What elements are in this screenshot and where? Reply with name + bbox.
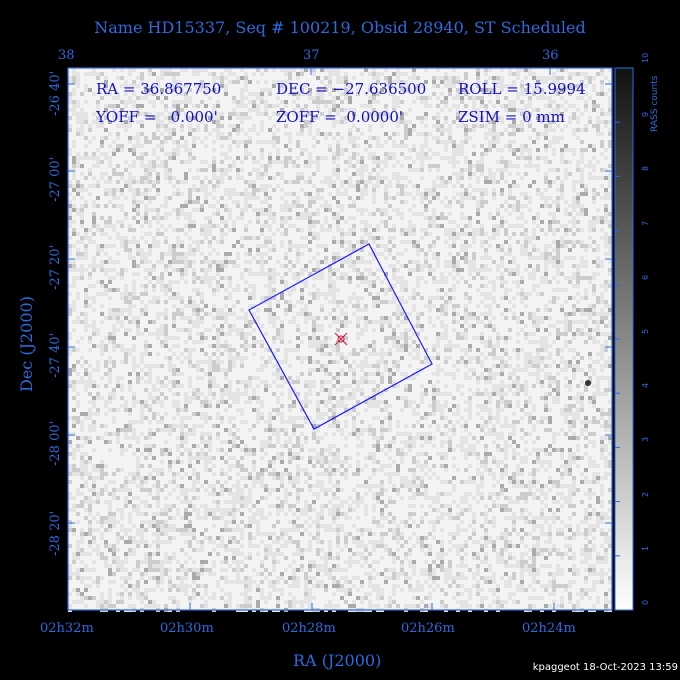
info-ra: RA = 36.867750	[96, 80, 222, 98]
info-roll: ROLL = 15.9994	[458, 80, 586, 98]
dec-tick-5: -28 00'	[48, 420, 63, 466]
ra-tick-1: 02h32m	[40, 621, 94, 636]
dec-tick-6: -28 20'	[48, 510, 63, 556]
colorbar-tick-9: 9	[641, 112, 650, 118]
ra-tick-3: 02h28m	[282, 621, 336, 636]
chart-title: Name HD15337, Seq # 100219, Obsid 28940,…	[94, 18, 586, 37]
info-zoff: ZOFF = 0.0000'	[276, 108, 404, 126]
colorbar-ticks	[615, 67, 620, 611]
x-axis-label: RA (J2000)	[293, 651, 382, 670]
colorbar-tick-2: 2	[641, 491, 650, 497]
colorbar-tick-1: 1	[641, 545, 650, 551]
info-yoff: YOFF = 0.000'	[96, 108, 218, 126]
colorbar-tick-3: 3	[641, 437, 650, 443]
colorbar-tick-10: 10	[641, 52, 650, 63]
ra-tick-5: 02h24m	[522, 621, 576, 636]
colorbar-tick-0: 0	[641, 599, 650, 605]
colorbar-tick-4: 4	[641, 383, 650, 389]
top-tick-38: 38	[58, 48, 75, 63]
colorbar-label: RASS counts	[650, 75, 660, 132]
top-tick-36: 36	[542, 48, 559, 63]
info-dec: DEC = −27.636500	[276, 80, 427, 98]
dec-tick-4: -27 40'	[48, 332, 63, 378]
target-marker	[334, 332, 348, 346]
top-tick-37: 37	[303, 48, 320, 63]
info-zsim: ZSIM = 0 mm	[458, 108, 565, 126]
ra-tick-4: 02h26m	[401, 621, 455, 636]
y-axis-label: Dec (J2000)	[17, 296, 36, 392]
axis-ticks	[67, 68, 612, 610]
dec-tick-1: -26 40'	[48, 70, 63, 116]
colorbar-tick-7: 7	[641, 220, 650, 226]
dec-tick-2: -27 00'	[48, 156, 63, 202]
fov-box	[248, 243, 433, 430]
footer-stamp: kpaggeot 18-Oct-2023 13:59	[532, 662, 678, 673]
ra-tick-2: 02h30m	[160, 621, 214, 636]
colorbar-tick-8: 8	[641, 166, 650, 172]
plot-frame	[67, 67, 613, 611]
rass-noise-image	[68, 68, 612, 612]
colorbar-tick-6: 6	[641, 274, 650, 280]
dec-tick-3: -27 20'	[48, 244, 63, 290]
colorbar-tick-5: 5	[641, 328, 650, 334]
